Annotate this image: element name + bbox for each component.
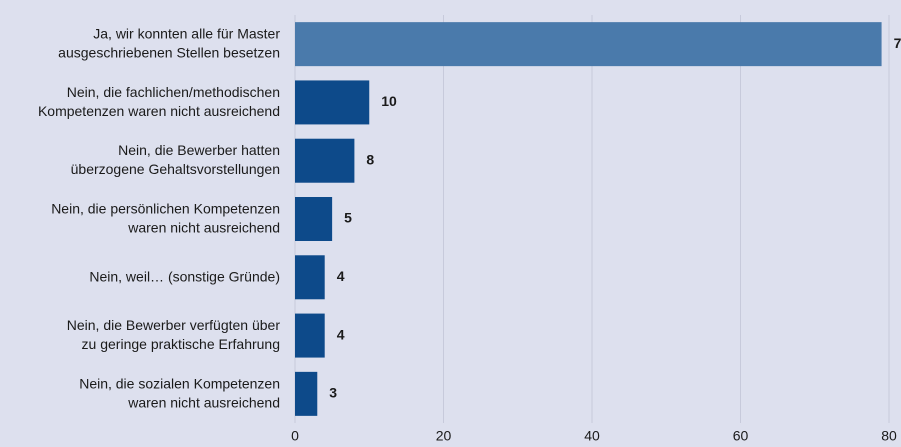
bar bbox=[295, 197, 333, 241]
bar bbox=[295, 313, 325, 358]
y-tick-label: Nein, weil… (sonstige Gründe) bbox=[89, 268, 280, 284]
bar bbox=[295, 371, 318, 416]
bar bbox=[295, 255, 325, 300]
y-tick-label-line: Nein, die sozialen Kompetenzen bbox=[79, 375, 280, 391]
y-tick-label: Nein, die fachlichen/methodischen Kompete… bbox=[38, 84, 280, 119]
x-tick-label: 0 bbox=[291, 428, 299, 444]
y-tick-label-line: zu geringe praktische Erfahrung bbox=[82, 336, 280, 352]
y-tick-label: Nein, die persönlichen Kompetenzen waren … bbox=[51, 200, 280, 235]
y-tick-label: Nein, die Bewerber verfügten über zu geri… bbox=[67, 317, 281, 352]
bar bbox=[295, 22, 882, 67]
y-tick-label-line: Kompetenzen waren nicht ausreichend bbox=[38, 103, 280, 119]
bar bbox=[295, 138, 355, 183]
y-tick-label-line: waren nicht ausreichend bbox=[127, 394, 280, 410]
value-label: 79 bbox=[894, 35, 901, 51]
y-tick-label-line: Nein, die persönlichen Kompetenzen bbox=[51, 200, 280, 216]
y-tick-label-line: Nein, die Bewerber hatten bbox=[118, 142, 280, 158]
x-tick-label: 20 bbox=[436, 428, 452, 444]
x-tick-label: 40 bbox=[584, 428, 600, 444]
bar bbox=[295, 80, 370, 125]
y-tick-label-line: ausgeschriebenen Stellen besetzen bbox=[58, 44, 280, 60]
y-tick-label-line: überzogene Gehaltsvorstellungen bbox=[71, 161, 280, 177]
y-tick-label-line: Nein, weil… (sonstige Gründe) bbox=[89, 268, 280, 284]
value-label: 5 bbox=[344, 210, 352, 226]
y-tick-label: Nein, die Bewerber hatten überzogene Geha… bbox=[71, 142, 280, 177]
y-tick-label-line: Ja, wir konnten alle für Master bbox=[93, 25, 280, 41]
value-label: 4 bbox=[337, 268, 345, 284]
y-tick-label-line: Nein, die fachlichen/methodischen bbox=[67, 84, 280, 100]
x-tick-label: 60 bbox=[733, 428, 749, 444]
y-tick-label-line: Nein, die Bewerber verfügten über bbox=[67, 317, 281, 333]
value-label: 3 bbox=[329, 385, 337, 401]
value-label: 8 bbox=[366, 151, 374, 167]
y-tick-label: Ja, wir konnten alle für Master ausgeschr… bbox=[58, 25, 280, 60]
value-label: 10 bbox=[381, 93, 397, 109]
y-tick-label-line: waren nicht ausreichend bbox=[127, 219, 280, 235]
y-tick-label: Nein, die sozialen Kompetenzen waren nich… bbox=[79, 375, 280, 410]
value-label: 4 bbox=[337, 326, 345, 342]
x-tick-label: 80 bbox=[881, 428, 897, 444]
